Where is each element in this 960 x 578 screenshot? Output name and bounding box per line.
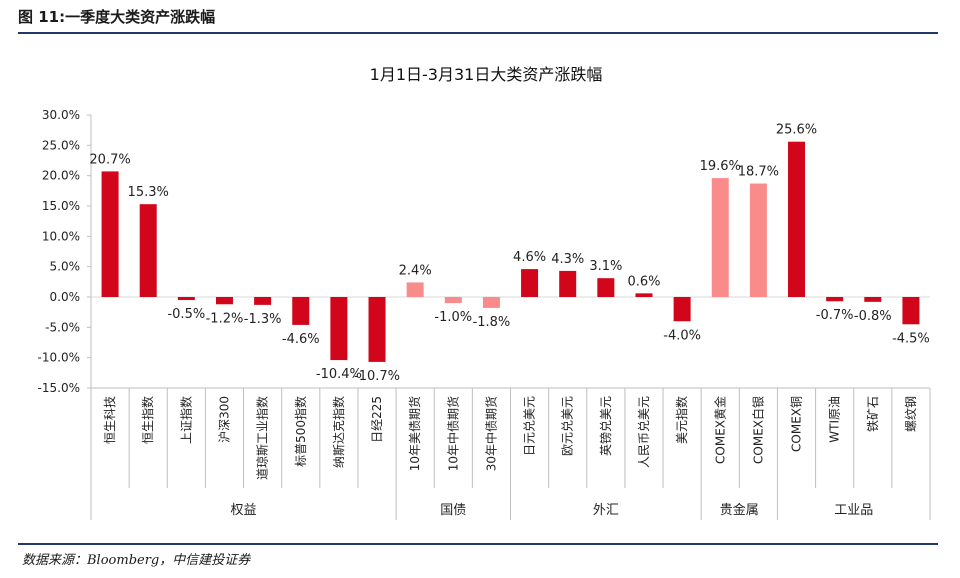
category-label: 日元兑美元 [523,396,537,456]
bar-layer [101,141,920,362]
data-source: 数据来源：Bloomberg，中信建投证券 [22,553,251,568]
y-tick-label: 10.0% [42,229,80,243]
value-label: -4.0% [663,328,701,343]
category-label: 人民币兑美元 [637,396,651,468]
bar [521,269,539,297]
category-label: 英镑兑美元 [598,396,613,456]
bar [749,183,767,297]
y-tick-label: -5.0% [45,320,80,334]
value-label: -1.0% [434,310,472,325]
category-label: 欧元兑美元 [561,396,575,456]
value-label: -1.8% [473,315,511,330]
bar [597,278,615,297]
value-label: -4.6% [282,332,320,347]
y-tick-label: 15.0% [42,199,80,213]
category-label: COMEX白银 [750,396,765,464]
y-tick-label: 25.0% [42,138,80,152]
value-label: -1.2% [206,311,244,326]
y-tick-label: 0.0% [50,290,81,304]
category-label: 10年美债期货 [407,396,422,471]
bar [635,293,653,297]
bar [444,297,462,304]
bar [826,297,844,302]
group-label: 外汇 [593,503,619,518]
category-label: 道琼斯工业指数 [255,396,270,480]
bar [254,297,272,305]
value-label: 3.1% [589,259,622,274]
y-tick-label: -15.0% [38,381,80,395]
category-label: 沪深300 [217,396,231,443]
bar [406,282,424,297]
value-label: 20.7% [89,152,130,167]
value-label: 18.7% [738,165,779,180]
value-label: 25.6% [776,123,817,138]
group-label: 工业品 [834,503,873,518]
category-label: 日经225 [370,396,384,443]
bottom-rule [18,543,938,545]
value-label: -10.7% [354,369,400,384]
value-label: 2.4% [399,263,432,278]
bar [368,297,386,362]
y-tick-label: 5.0% [50,260,81,274]
value-label: -4.5% [892,331,930,346]
category-label: 纳斯达克指数 [331,396,346,468]
category-label: 螺纹钢 [904,396,918,432]
bar [711,178,729,297]
bar [139,204,157,297]
category-label: 标普500指数 [293,396,308,467]
category-label: 恒生科技 [103,396,117,444]
y-tick-label: -10.0% [38,351,80,365]
bar [559,270,577,297]
category-label: 10年中债期货 [445,396,460,471]
chart-title: 1月1日-3月31日大类资产涨跌幅 [370,65,603,84]
bar [864,297,882,302]
bar [902,297,920,325]
figure-title: 图 11:一季度大类资产涨跌幅 [18,8,216,26]
bar [788,141,806,297]
category-label: 上证指数 [178,396,193,444]
value-label: 4.6% [513,250,546,265]
bar [215,297,233,305]
bar [177,297,195,301]
group-label: 贵金属 [720,502,759,518]
y-tick-label: 30.0% [42,108,80,122]
value-label: 4.3% [551,252,584,267]
top-rule [18,32,938,34]
category-label: WTI原油 [828,396,842,443]
group-label: 国债 [440,503,466,518]
category-label: COMEX黄金 [712,396,727,464]
y-tick-label: 20.0% [42,169,80,183]
category-label: 恒生指数 [140,396,155,444]
value-label: -0.5% [167,307,205,322]
bar [330,297,348,361]
value-label: -10.4% [316,367,362,382]
value-label: -0.7% [816,308,854,323]
value-label: -0.8% [854,309,892,324]
bar [101,171,119,297]
bar [673,297,691,322]
label-layer: 20.7% 恒生科技 15.3% 恒生指数 -0.5% 上证指数 -1.2% 沪深300 -1.… [89,123,929,480]
value-label: 0.6% [627,274,660,289]
value-label: 15.3% [128,185,169,200]
category-label: 铁矿石 [866,396,880,432]
category-label: COMEX铜 [789,396,804,452]
bar [482,297,500,308]
bar [292,297,310,325]
value-label: 19.6% [700,159,741,174]
value-label: -1.3% [244,312,282,327]
category-label: 美元指数 [674,396,689,444]
group-label: 权益 [231,502,257,518]
category-label: 30年中债期货 [483,396,498,471]
